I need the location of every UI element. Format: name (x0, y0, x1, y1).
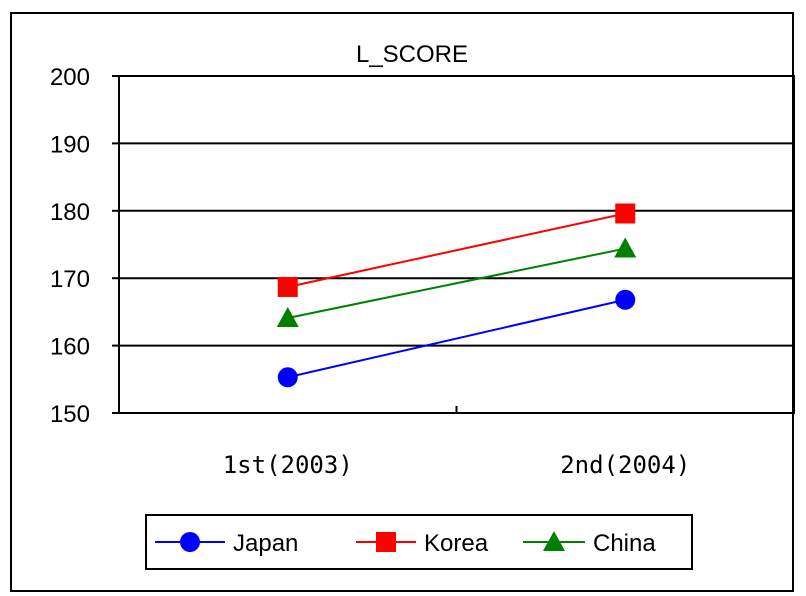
series-china (276, 237, 637, 327)
data-point (614, 237, 637, 258)
series-korea (277, 203, 636, 297)
legend-marker (376, 532, 396, 552)
series-layer (276, 203, 637, 388)
legend-marker (180, 532, 200, 552)
data-point (277, 367, 298, 388)
chart-frame (10, 12, 794, 592)
data-point (615, 203, 636, 224)
series-line (287, 212, 626, 288)
legend-box (145, 514, 693, 570)
legend-label: Japan (233, 530, 298, 557)
y-tick-label: 180 (50, 199, 90, 226)
legend-label: Korea (424, 530, 489, 557)
y-tick-label: 160 (50, 334, 90, 361)
x-axis-ticks: 1st(2003) 2nd(2004) (223, 406, 690, 479)
series-japan (277, 289, 636, 388)
y-tick-label: 170 (50, 266, 90, 293)
data-point (615, 289, 636, 310)
series-line (287, 298, 626, 379)
legend-marker (543, 531, 565, 551)
plot-area (118, 75, 795, 414)
data-point (276, 306, 299, 327)
grid-layer (119, 142, 794, 347)
y-tick-label: 190 (50, 131, 90, 158)
series-line (287, 247, 626, 319)
x-tick-label: 1st(2003) (223, 451, 353, 479)
y-axis-ticks: 150 160 170 180 190 200 (50, 64, 119, 428)
legend-label: China (593, 530, 656, 557)
legend-item-korea: Korea (356, 530, 489, 557)
legend-item-china: China (523, 530, 656, 557)
chart-title: L_SCORE (356, 41, 468, 68)
y-tick-label: 200 (50, 64, 90, 91)
data-point (277, 276, 298, 297)
legend-item-japan: Japan (155, 530, 298, 557)
legend: Japan Korea China (145, 514, 693, 570)
y-tick-label: 150 (50, 401, 90, 428)
x-tick-label: 2nd(2004) (560, 451, 690, 479)
